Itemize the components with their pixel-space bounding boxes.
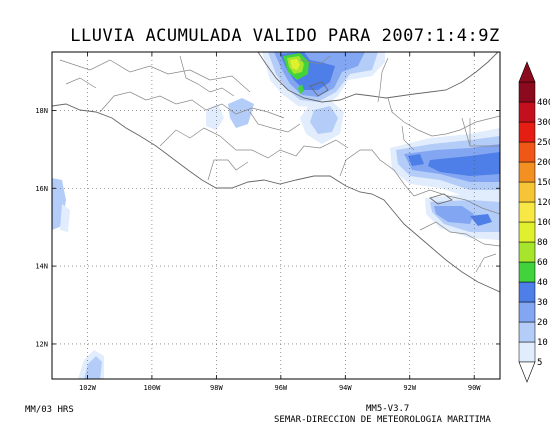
lon-tick-label: 94W [339, 384, 352, 392]
rain-spot-40mm [298, 84, 304, 94]
colorbar-swatch [518, 141, 536, 163]
rain-area-10mm [84, 356, 102, 379]
colorbar-swatch [518, 201, 536, 223]
lon-tick-label: 92W [403, 384, 416, 392]
rain-area-5mm [228, 98, 254, 128]
colorbar-swatch [518, 81, 536, 103]
lat-tick-label: 18N [35, 107, 48, 115]
colorbar-swatch [518, 181, 536, 203]
lon-tick-label: 98W [210, 384, 223, 392]
graticule [52, 52, 500, 379]
colorbar-level-label: 80 [537, 238, 548, 248]
rain-area-30mm [470, 214, 492, 226]
colorbar-swatch [518, 281, 536, 303]
pacific-coastline [52, 103, 500, 293]
footer-agency: SEMAR-DIRECCION DE METEOROLOGIA MARITIMA [274, 415, 491, 425]
rain-area-5mm [206, 104, 224, 130]
colorbar: 5 10 20 30 40 60 80 100 120 150 200 250 300 400 [518, 61, 550, 383]
rain-area-80mm [290, 59, 300, 70]
colorbar-swatch [518, 261, 536, 283]
footer-left: MM/03 HRS [25, 405, 74, 415]
colorbar-level-label: 40 [537, 278, 548, 288]
colorbar-swatch [518, 101, 536, 123]
colorbar-level-label: 150 [537, 178, 550, 188]
rain-area-30mm [408, 154, 424, 166]
colorbar-bottom-arrow [518, 361, 536, 383]
colorbar-level-label: 60 [537, 258, 548, 268]
lon-tick-label: 96W [275, 384, 288, 392]
colorbar-level-label: 250 [537, 138, 550, 148]
rain-area-30mm [428, 152, 500, 176]
colorbar-level-label: 5 [537, 358, 542, 368]
colorbar-swatch [518, 221, 536, 243]
colorbar-top-arrow [518, 61, 536, 83]
lon-tick-label: 100W [143, 384, 161, 392]
lat-tick-label: 12N [35, 340, 48, 348]
map-axes: 102W 100W 98W 96W 94W 92W 90W 12N 14N 16N 18N [35, 52, 500, 392]
colorbar-swatch [518, 121, 536, 143]
laguna-outline [429, 193, 453, 205]
colorbar-swatch [518, 341, 536, 363]
lon-tick-label: 90W [468, 384, 481, 392]
colorbar-level-label: 400 [537, 98, 550, 108]
rainfall-shading [52, 52, 500, 379]
colorbar-level-label: 300 [537, 118, 550, 128]
colorbar-swatch [518, 301, 536, 323]
map-title: LLUVIA ACUMULADA VALIDO PARA 2007:1:4:9Z [70, 26, 500, 46]
map-frame [51, 51, 501, 380]
colorbar-level-label: 120 [537, 198, 550, 208]
colorbar-level-label: 10 [537, 338, 548, 348]
laguna-outline [309, 81, 329, 97]
colorbar-swatch [518, 161, 536, 183]
colorbar-level-label: 30 [537, 298, 548, 308]
colorbar-level-label: 200 [537, 158, 550, 168]
lat-tick-label: 14N [35, 263, 48, 271]
colorbar-level-label: 100 [537, 218, 550, 228]
colorbar-level-label: 20 [537, 318, 548, 328]
colorbar-swatch [518, 241, 536, 263]
lon-tick-label: 102W [79, 384, 97, 392]
rain-area-10mm [310, 106, 338, 134]
rain-area-20mm [434, 206, 474, 224]
lat-tick-label: 16N [35, 185, 48, 193]
political-borders [59, 55, 500, 273]
footer-model: MM5-V3.7 [366, 404, 410, 414]
rain-area-5mm [60, 204, 70, 232]
colorbar-swatch [518, 321, 536, 343]
